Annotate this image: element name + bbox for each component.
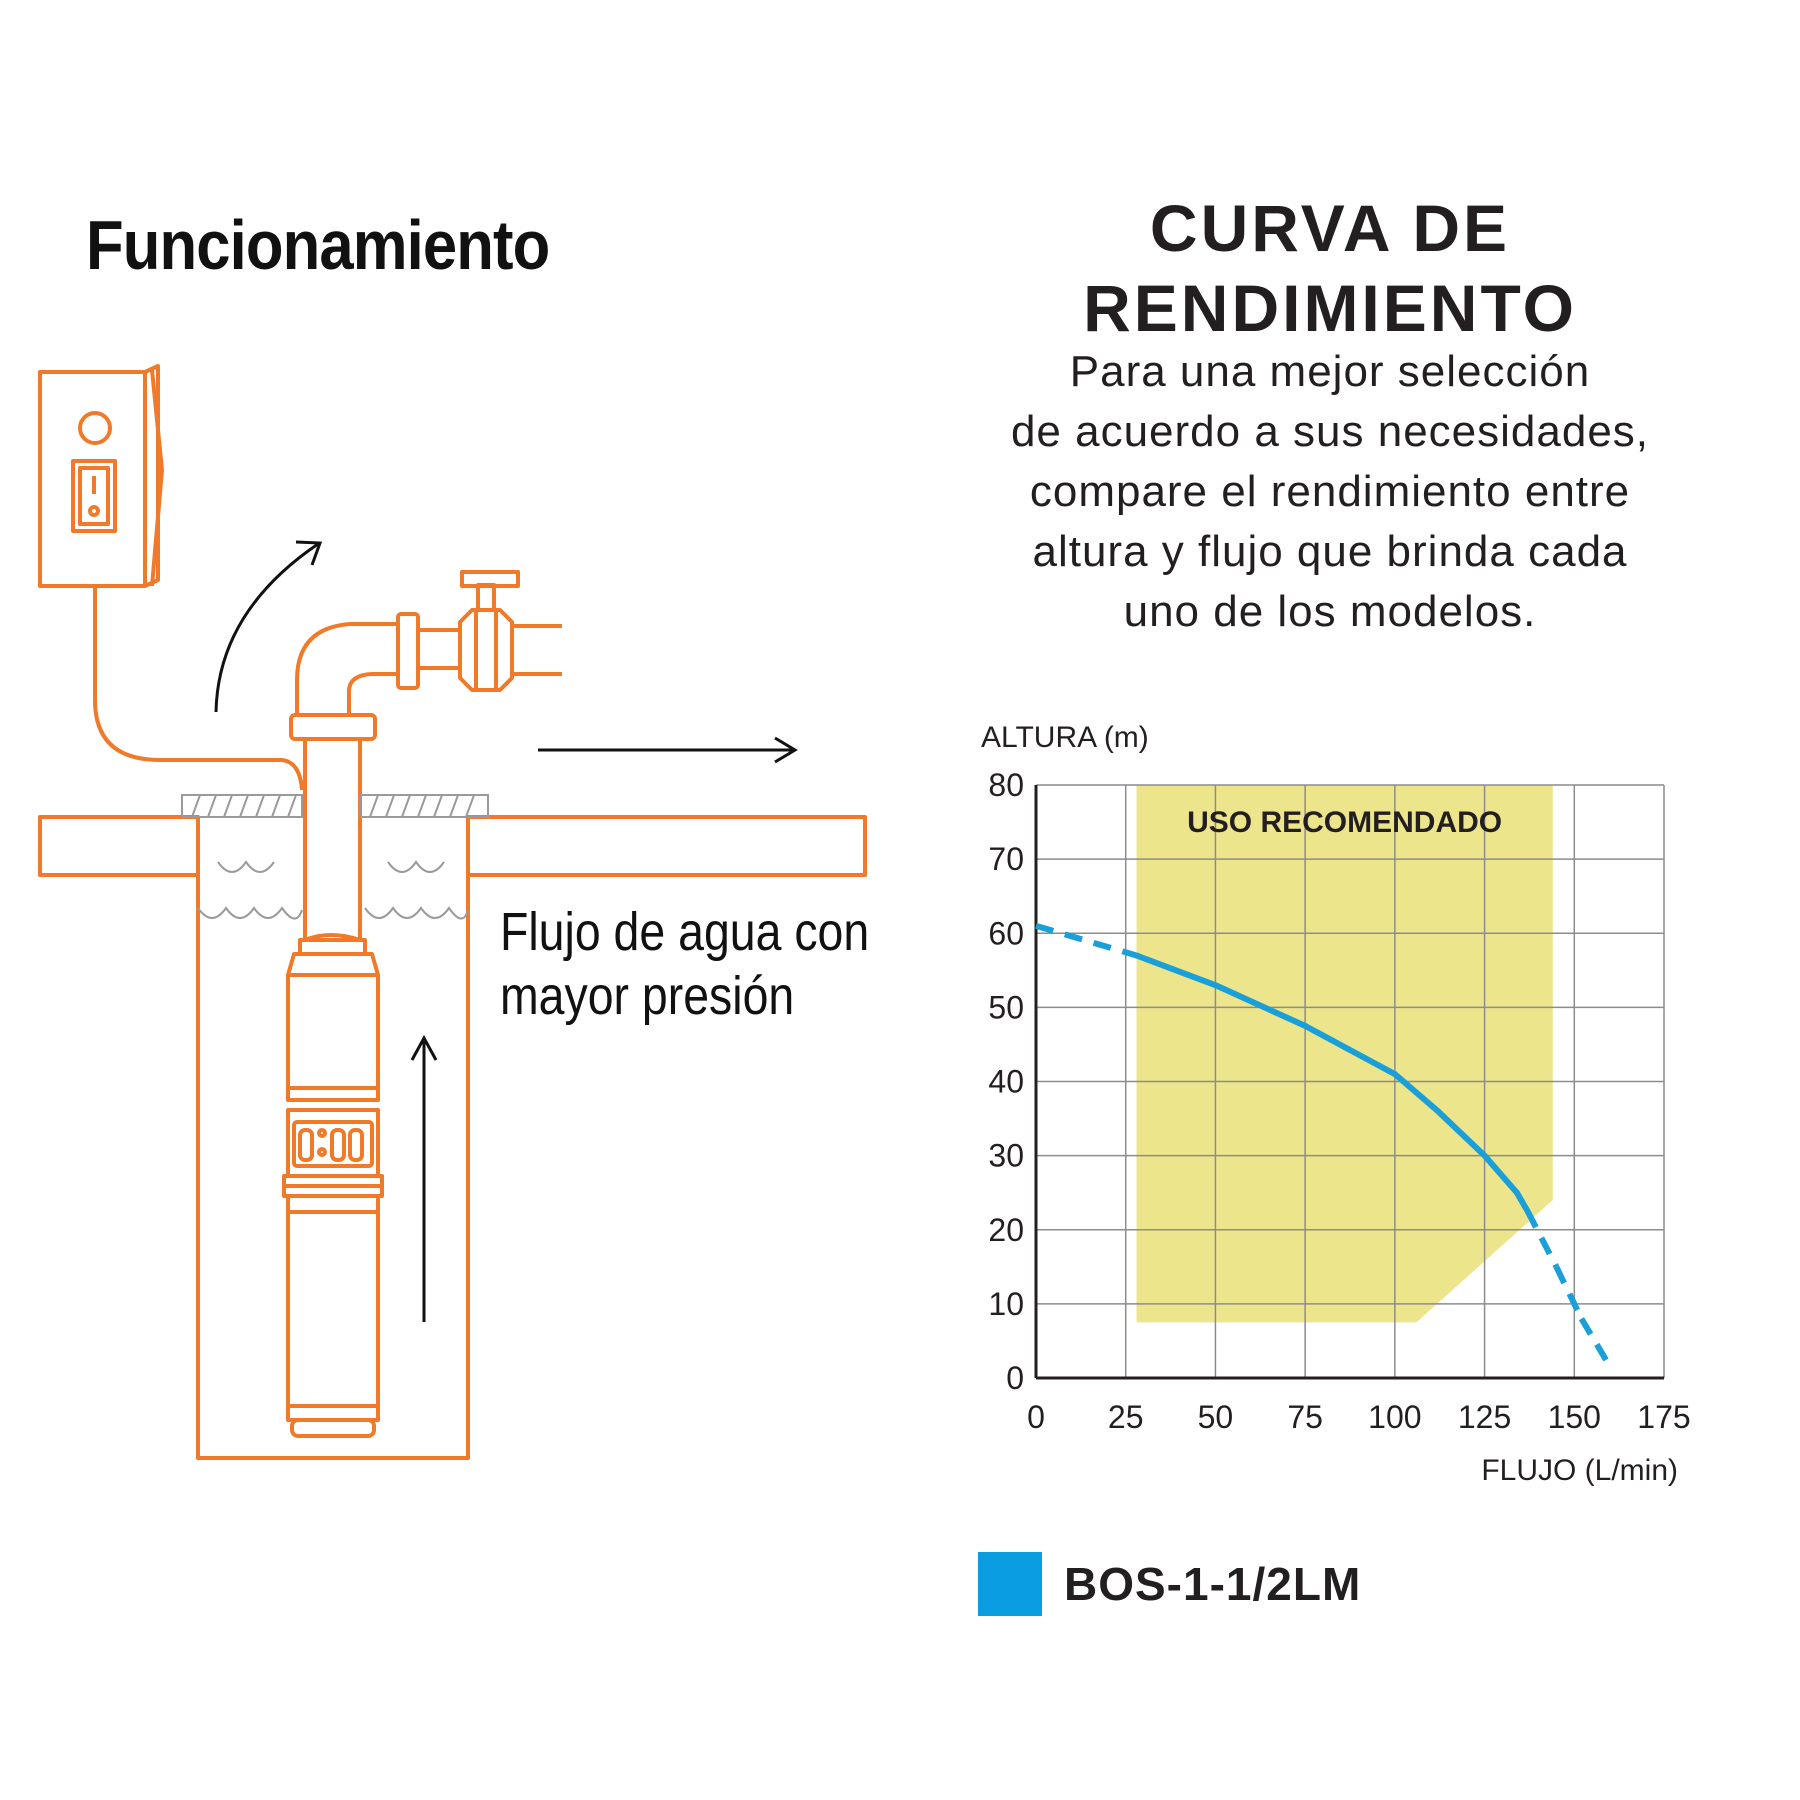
indicator-light-icon [78,411,112,445]
x-tick-label-0: 0 [1027,1399,1045,1435]
y-tick-label-60: 60 [988,915,1024,951]
x-tick-label-100: 100 [1368,1399,1421,1435]
curve-segment-2 [1212,982,1309,1029]
y-tick-label-70: 70 [988,841,1024,877]
curved-up-arrow-icon [214,542,319,713]
y-tick-label-80: 80 [988,767,1024,803]
y-tick-label-20: 20 [988,1212,1024,1248]
curve-segment-9 [1553,1265,1585,1321]
control-box [38,364,164,588]
recommended-zone-label: USO RECOMENDADO [1187,806,1502,839]
x-tick-label-75: 75 [1287,1399,1323,1435]
y-tick-label-0: 0 [1006,1360,1024,1396]
chart-title-line-2: RENDIMIENTO [1083,271,1577,345]
y-tick-label-40: 40 [988,1064,1024,1100]
flow-caption: Flujo de agua con mayor presión [500,900,869,1028]
riser-pipe [303,740,362,940]
x-tick-label-150: 150 [1548,1399,1601,1435]
x-tick-label-125: 125 [1458,1399,1511,1435]
y-tick-label-30: 30 [988,1138,1024,1174]
funcionamiento-title: Funcionamiento [86,206,550,284]
description-line-1: Para una mejor selección [1069,347,1591,396]
recommended-zone [1136,785,1553,1323]
y-axis-label: ALTURA (m) [981,721,1149,754]
y-tick-label-10: 10 [988,1286,1024,1322]
description-line-4: altura y flujo que brinda cada [1032,527,1628,576]
submersible-pump [282,933,384,1438]
pavement-hatch [181,794,489,818]
description-line-2: de acuerdo a sus necesidades, [1010,407,1650,456]
chart-legend: BOS-1-1/2LM [978,1552,1361,1616]
x-tick-label-175: 175 [1637,1399,1690,1435]
chart-description: Para una mejor selección de acuerdo a su… [940,342,1720,642]
flow-caption-line-1: Flujo de agua con [500,902,870,962]
water-waves [197,860,469,920]
x-axis-label: FLUJO (L/min) [1481,1454,1678,1487]
chart-title: CURVA DE RENDIMIENTO [940,188,1720,348]
well-pump-illustration [38,364,867,1460]
power-cable [93,586,304,791]
x-tick-label-50: 50 [1198,1399,1234,1435]
curve-segment-3 [1302,1022,1398,1078]
legend-label: BOS-1-1/2LM [1064,1558,1362,1610]
power-switch-icon [71,459,117,533]
curve-segment-5 [1434,1108,1488,1159]
curve-segment-8 [1524,1209,1560,1269]
curve-segment-6 [1481,1152,1520,1196]
well-shaft [196,817,470,1460]
curve-segment-0 [1035,922,1138,959]
curve-segment-10 [1578,1317,1613,1369]
flow-caption-line-2: mayor presión [500,966,795,1026]
x-tick-label-25: 25 [1108,1399,1144,1435]
chart-title-line-1: CURVA DE [1149,191,1511,265]
curve-segment-1 [1133,952,1219,989]
curve-segment-4 [1391,1071,1441,1115]
flow-arrows [214,540,798,1322]
y-tick-label-50: 50 [988,989,1024,1025]
description-line-3: compare el rendimiento entre [1029,467,1631,516]
description-line-5: uno de los modelos. [1123,587,1537,636]
curve-segment-7 [1513,1189,1531,1215]
legend-swatch [978,1552,1042,1616]
